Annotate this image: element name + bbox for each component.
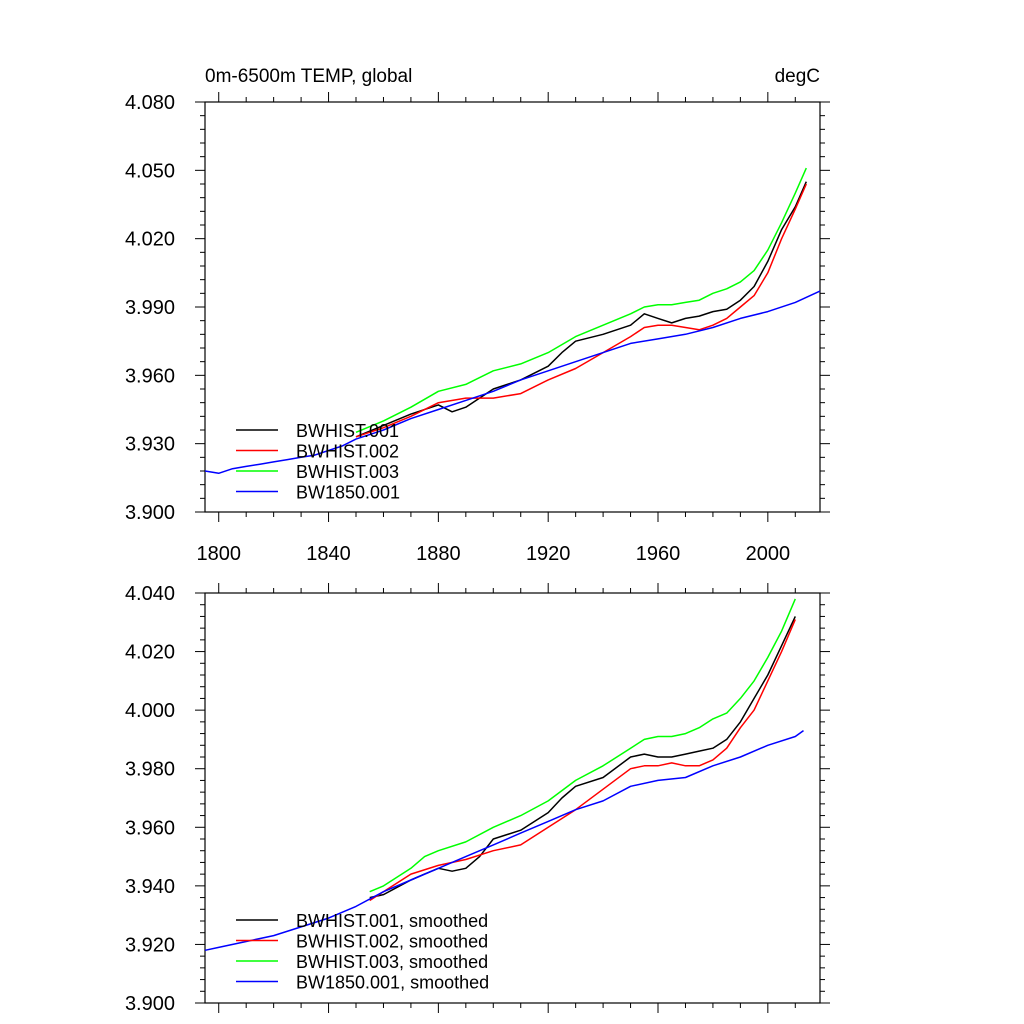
top-series-line-3 [355, 167, 807, 433]
top-x-tick-label: 1880 [416, 543, 461, 565]
top-chart-units: degC [775, 66, 820, 87]
bottom-series-line-2 [369, 619, 796, 902]
top-y-tick-label: 4.050 [125, 160, 175, 182]
top-y-tick-label: 4.020 [125, 229, 175, 251]
bottom-legend-label: BW1850.001, smoothed [296, 973, 489, 993]
bottom-y-tick-label: 3.900 [125, 993, 175, 1015]
bottom-series-line-4 [204, 729, 804, 952]
top-x-tick-label: 1920 [526, 543, 571, 565]
bottom-y-tick-label: 4.000 [125, 700, 175, 722]
bottom-series-line-1 [369, 616, 796, 899]
top-y-tick-label: 3.900 [125, 502, 175, 524]
bottom-series-line-3 [369, 598, 796, 893]
bottom-y-tick-label: 3.960 [125, 817, 175, 839]
top-x-tick-label: 1800 [196, 543, 241, 565]
bottom-y-tick-label: 4.040 [125, 583, 175, 605]
bottom-y-tick-label: 4.020 [125, 642, 175, 664]
bottom-y-tick-label: 3.920 [125, 934, 175, 956]
bottom-y-tick-label: 3.940 [125, 876, 175, 898]
top-legend-label: BWHIST.001 [296, 421, 399, 441]
top-x-tick-label: 1960 [636, 543, 681, 565]
top-x-tick-label: 2000 [746, 543, 791, 565]
top-y-tick-label: 3.990 [125, 297, 175, 319]
bottom-legend-label: BWHIST.001, smoothed [296, 911, 488, 931]
top-y-tick-label: 4.080 [125, 92, 175, 114]
bottom-panel: 3.900 3.920 3.940 3.960 3.980 4.000 4.020 4.040… [125, 583, 830, 1015]
bottom-legend-label: BWHIST.002, smoothed [296, 932, 488, 952]
top-panel: 0m-6500m TEMP, global degC 1800 1840 1880 1… [125, 66, 830, 565]
bottom-plot-frame [204, 592, 821, 1004]
bottom-y-tick-label: 3.980 [125, 759, 175, 781]
top-series-line-4 [204, 290, 821, 475]
top-legend-label: BW1850.001 [296, 483, 400, 503]
top-y-tick-label: 3.930 [125, 434, 175, 456]
top-y-tick-label: 3.960 [125, 365, 175, 387]
top-series-line-2 [355, 183, 807, 438]
top-legend-label: BWHIST.003 [296, 462, 399, 482]
top-legend-label: BWHIST.002 [296, 442, 399, 462]
top-series-line-1 [355, 181, 807, 438]
top-chart-title: 0m-6500m TEMP, global [205, 66, 412, 87]
top-x-tick-label: 1840 [306, 543, 351, 565]
bottom-legend-label: BWHIST.003, smoothed [296, 952, 488, 972]
